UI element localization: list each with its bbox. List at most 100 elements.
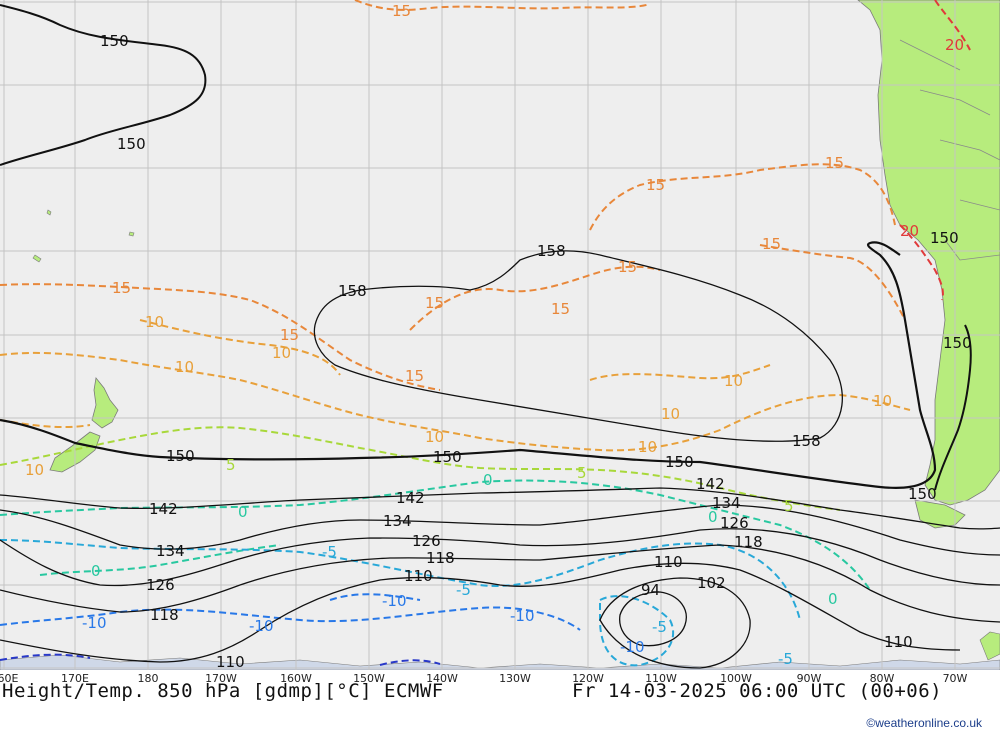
credit-link[interactable]: ©weatheronline.co.uk: [866, 716, 982, 730]
temp-label: 0: [708, 508, 718, 526]
height-label: 102: [697, 574, 726, 592]
temp-label: 10: [724, 372, 743, 390]
temp-contour-10: [0, 351, 911, 452]
height-label: 126: [412, 532, 441, 550]
temp-label: -10: [510, 607, 535, 625]
height-label: 118: [426, 549, 455, 567]
height-label: 150: [433, 448, 462, 466]
height-contour-142: [0, 487, 1000, 530]
temp-contour-0: [39, 544, 281, 576]
temp-contour-minus10: [329, 593, 421, 601]
height-contour-134: [0, 504, 1000, 556]
temp-label: 10: [25, 461, 44, 479]
height-contour-110: [0, 562, 961, 663]
height-label: 158: [537, 242, 566, 260]
height-label: 142: [696, 475, 725, 493]
temp-contour-5: [0, 426, 841, 511]
height-contour-102: [599, 577, 751, 669]
height-label: 126: [720, 514, 749, 532]
height-label: 150: [100, 32, 129, 50]
temp-contour-10: [139, 319, 341, 376]
height-contours: [0, 4, 1000, 669]
height-label: 134: [712, 494, 741, 512]
temp-label: 15: [825, 154, 844, 172]
temp-label: 10: [145, 313, 164, 331]
height-contour-126: [0, 528, 1000, 587]
temp-label: 15: [618, 258, 637, 276]
temp-label: 15: [280, 326, 299, 344]
map-caption-title: Height/Temp. 850 hPa [gdmp][°C] ECMWF: [2, 680, 444, 702]
longitude-label: 100W: [720, 672, 752, 685]
height-label: 126: [146, 576, 175, 594]
temp-label: 15: [551, 300, 570, 318]
temp-label: 5: [784, 497, 794, 515]
country-borders: [899, 39, 1000, 261]
temp-label: 10: [873, 392, 892, 410]
temp-label: -5: [456, 581, 471, 599]
temp-label: 0: [828, 590, 838, 608]
temp-contour-minus10: [0, 606, 581, 631]
longitude-label: 120W: [572, 672, 604, 685]
temperature-contours: [0, 0, 971, 667]
temp-contour-15: [354, 0, 651, 11]
temp-label: 15: [646, 176, 665, 194]
temp-label: 5: [577, 464, 587, 482]
temp-label: 20: [900, 222, 919, 240]
temp-label: 15: [425, 294, 444, 312]
temp-contour-15: [409, 265, 661, 331]
longitude-label: 140W: [426, 672, 458, 685]
height-label: 142: [149, 500, 178, 518]
temp-label: -5: [322, 543, 337, 561]
temp-contour-15: [759, 244, 906, 321]
height-label: 110: [884, 633, 913, 651]
height-label: 150: [908, 485, 937, 503]
lat-lon-grid: [0, 0, 1000, 670]
temp-label: -5: [778, 650, 793, 668]
longitude-label: 160W: [280, 672, 312, 685]
longitude-label: 170E: [61, 672, 89, 685]
temp-label: -10: [249, 617, 274, 635]
height-label: 150: [943, 334, 972, 352]
temp-label: 5: [226, 456, 236, 474]
height-label: 118: [734, 533, 763, 551]
height-label: 150: [166, 447, 195, 465]
height-label: 118: [150, 606, 179, 624]
temp-label: 10: [272, 344, 291, 362]
longitude-label: 150W: [353, 672, 385, 685]
temp-label: 15: [112, 279, 131, 297]
height-label: 94: [641, 581, 660, 599]
temp-label: 15: [405, 367, 424, 385]
height-contour-150: [0, 4, 207, 166]
height-contour-118: [0, 544, 1000, 623]
temp-contour-15: [0, 283, 441, 391]
height-label: 110: [404, 567, 433, 585]
height-label: 150: [930, 229, 959, 247]
temp-label: -10: [620, 638, 645, 656]
height-label: 110: [654, 553, 683, 571]
temp-contour-10: [589, 364, 771, 381]
temp-label: 10: [638, 438, 657, 456]
height-label: 142: [396, 489, 425, 507]
temp-contour-minus15: [0, 653, 441, 666]
longitude-label: 80W: [869, 672, 895, 685]
height-contour-94: [619, 591, 687, 647]
longitude-label: 170W: [205, 672, 237, 685]
temp-label: 10: [175, 358, 194, 376]
map-caption-datetime: Fr 14-03-2025 06:00 UTC (00+06): [572, 680, 943, 702]
height-label: 150: [117, 135, 146, 153]
longitude-label: 110W: [645, 672, 677, 685]
temp-contour-20: [899, 224, 944, 301]
temp-label: -10: [82, 614, 107, 632]
temp-label: 0: [483, 471, 493, 489]
small-islands: [32, 209, 1000, 661]
temp-contour-20: [934, 0, 971, 51]
height-contour-150: [0, 241, 937, 489]
height-label: 158: [792, 432, 821, 450]
longitude-label: 70W: [942, 672, 968, 685]
height-contour-158: [313, 250, 843, 442]
temp-label: -10: [382, 592, 407, 610]
new-zealand-north: [91, 377, 119, 429]
south-america-land: [857, 0, 1000, 506]
height-label: 150: [665, 453, 694, 471]
weather-map: 150 150 158 158 158 150 150 150 150 150 …: [0, 0, 1000, 670]
